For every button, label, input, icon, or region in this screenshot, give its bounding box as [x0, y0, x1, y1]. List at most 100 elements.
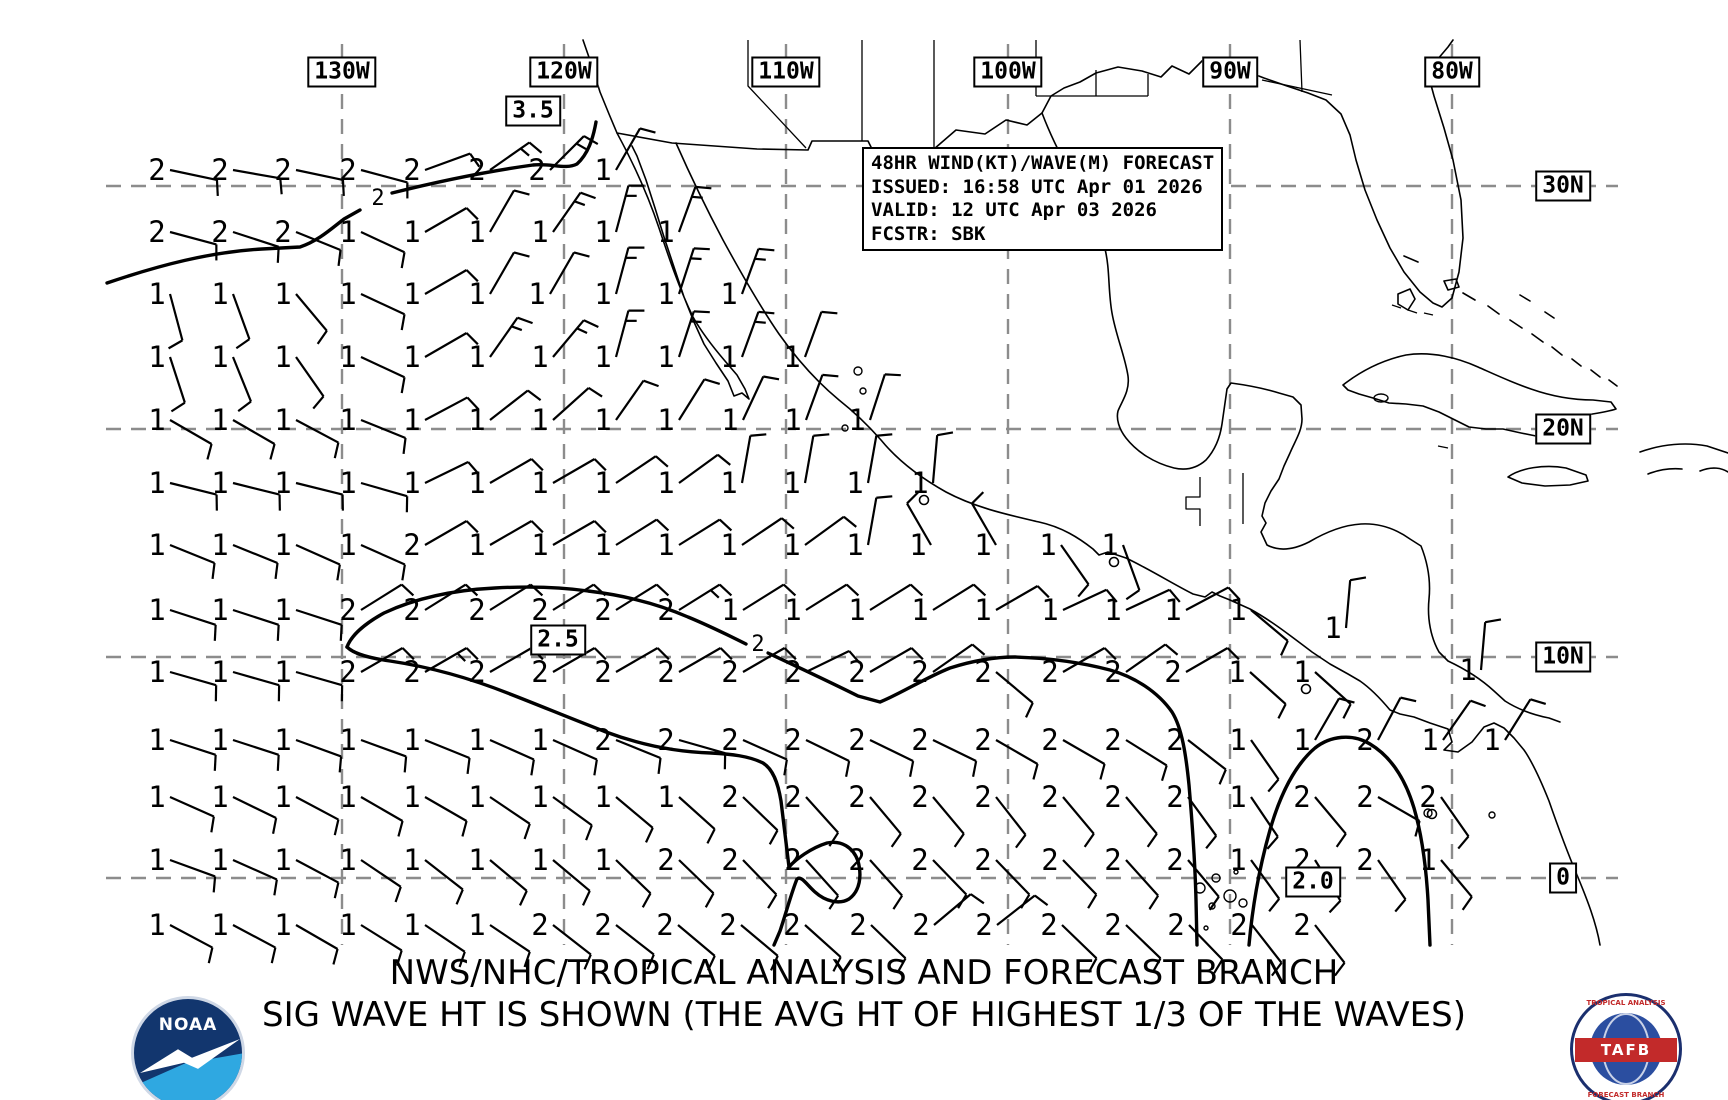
wind-barb: 2 — [1293, 908, 1346, 977]
wind-barb: 1 — [403, 332, 479, 374]
svg-text:2: 2 — [468, 153, 485, 187]
wind-barb: 1 — [148, 843, 217, 893]
isla-juventud — [1373, 393, 1389, 403]
wind-barb: 2 — [657, 723, 727, 770]
wind-barb: 1 — [211, 466, 281, 511]
wind-barb: 2 — [848, 780, 902, 848]
wind-barb: 1 — [1104, 588, 1181, 627]
svg-text:2: 2 — [468, 655, 485, 689]
svg-text:1: 1 — [594, 843, 611, 877]
wind-barb: 2 — [1419, 780, 1470, 850]
wind-barb: 2 — [211, 153, 283, 195]
wind-barb: 2 — [468, 583, 544, 627]
wind-barb: 1 — [211, 843, 278, 896]
svg-text:2: 2 — [211, 215, 228, 249]
wind-barb: 1 — [528, 251, 590, 311]
svg-text:1: 1 — [339, 340, 356, 374]
svg-text:2: 2 — [531, 655, 548, 689]
wind-barb: 1 — [721, 375, 780, 437]
svg-text:2: 2 — [531, 593, 548, 627]
wind-barb: 2 — [1104, 643, 1179, 689]
wind-barb: 1 — [1293, 697, 1355, 757]
svg-text:2: 2 — [1104, 723, 1121, 757]
wind-barb: 1 — [1324, 576, 1367, 645]
wind-barb: 1 — [1419, 843, 1473, 911]
wind-barb: 2 — [1041, 647, 1117, 689]
wind-barb: 1 — [468, 316, 533, 374]
wind-barb: 1 — [1483, 698, 1547, 757]
svg-text:1: 1 — [1229, 780, 1246, 814]
wave-contour-2m-loop-upper — [345, 585, 1199, 947]
svg-text:1: 1 — [657, 340, 674, 374]
wind-barb: 2 — [1041, 843, 1098, 909]
wind-barb: 2 — [721, 780, 779, 845]
wind-barb: 2 — [911, 843, 968, 909]
wind-barb: 1 — [1229, 780, 1279, 850]
svg-text:1: 1 — [339, 843, 356, 877]
wind-barb: 1 — [594, 184, 645, 249]
wind-barb: 1 — [403, 207, 479, 249]
cuba-coastline — [1342, 353, 1617, 437]
svg-text:1: 1 — [274, 593, 291, 627]
tafb-ring-top-text: TROPICAL ANALYSIS — [1586, 999, 1666, 1007]
sig-wave-note: SIG WAVE HT IS SHOWN (THE AVG HT OF HIGH… — [262, 995, 1466, 1035]
svg-text:1: 1 — [657, 403, 674, 437]
forecast-issued: ISSUED: 16:58 UTC Apr 01 2026 — [871, 175, 1203, 198]
forecast-forecaster: FCSTR: SBK — [871, 222, 986, 245]
svg-text:1: 1 — [594, 153, 611, 187]
svg-text:2: 2 — [1041, 655, 1058, 689]
svg-text:2: 2 — [721, 843, 738, 877]
svg-text:1: 1 — [403, 843, 420, 877]
guatemala-belize-borders — [1185, 473, 1244, 526]
wind-barb: 1 — [148, 528, 216, 579]
wind-barbs: 2 2 2 2 2 2 2 12 2 2 1 1 1 1 1 11 1 1 1 1 1 1 1 1 11 1 1 1 1 1 1 1 1 1 11 1… — [148, 127, 1547, 977]
wind-barb: 1 — [148, 908, 214, 964]
svg-text:2: 2 — [1166, 723, 1183, 757]
svg-text:1: 1 — [846, 528, 863, 562]
svg-text:2: 2 — [1040, 908, 1057, 942]
svg-text:1: 1 — [657, 215, 674, 249]
wind-barb: 2 — [974, 655, 1034, 718]
lon-label-90W: 90W — [1202, 56, 1258, 88]
svg-text:2: 2 — [974, 655, 991, 689]
svg-text:1: 1 — [1041, 593, 1058, 627]
svg-text:2: 2 — [656, 908, 673, 942]
svg-text:1: 1 — [531, 466, 548, 500]
svg-text:1: 1 — [274, 277, 291, 311]
svg-text:2: 2 — [403, 655, 420, 689]
wind-barb: 1 — [594, 455, 669, 500]
svg-text:2: 2 — [594, 593, 611, 627]
wind-barb: 1 — [594, 843, 652, 908]
svg-text:2: 2 — [1104, 655, 1121, 689]
wind-barb: 1 — [339, 780, 404, 837]
hispaniola-coastline — [1639, 443, 1728, 475]
svg-text:1: 1 — [1229, 723, 1246, 757]
wind-barb: 2 — [1166, 780, 1218, 849]
wind-barb: 2 — [974, 843, 1031, 909]
svg-text:1: 1 — [274, 528, 291, 562]
svg-text:1: 1 — [403, 277, 420, 311]
contour-label-2: 2 — [749, 632, 767, 657]
svg-text:2: 2 — [784, 655, 801, 689]
wind-barb: 1 — [148, 466, 218, 511]
svg-text:1: 1 — [211, 655, 228, 689]
wind-barb: 1 — [339, 908, 403, 967]
wind-barb: 2 — [468, 141, 543, 187]
wind-barb: 1 — [783, 310, 838, 374]
wind-barb: 2 — [531, 908, 592, 970]
svg-text:1: 1 — [468, 340, 485, 374]
svg-text:1: 1 — [531, 528, 548, 562]
svg-text:1: 1 — [974, 593, 991, 627]
wind-barb: 1 — [468, 389, 542, 437]
wind-barb: 1 — [594, 309, 645, 374]
wind-barb: 1 — [594, 246, 645, 311]
svg-text:1: 1 — [148, 528, 165, 562]
wind-barb: 1 — [403, 843, 464, 905]
wind-barb: 1 — [657, 310, 710, 374]
svg-text:1: 1 — [211, 593, 228, 627]
noaa-logo: NOAA — [131, 996, 245, 1100]
svg-text:1: 1 — [468, 277, 485, 311]
wind-barb: 1 — [274, 528, 341, 581]
wind-barb: 2 — [974, 723, 1039, 780]
svg-text:1: 1 — [148, 723, 165, 757]
